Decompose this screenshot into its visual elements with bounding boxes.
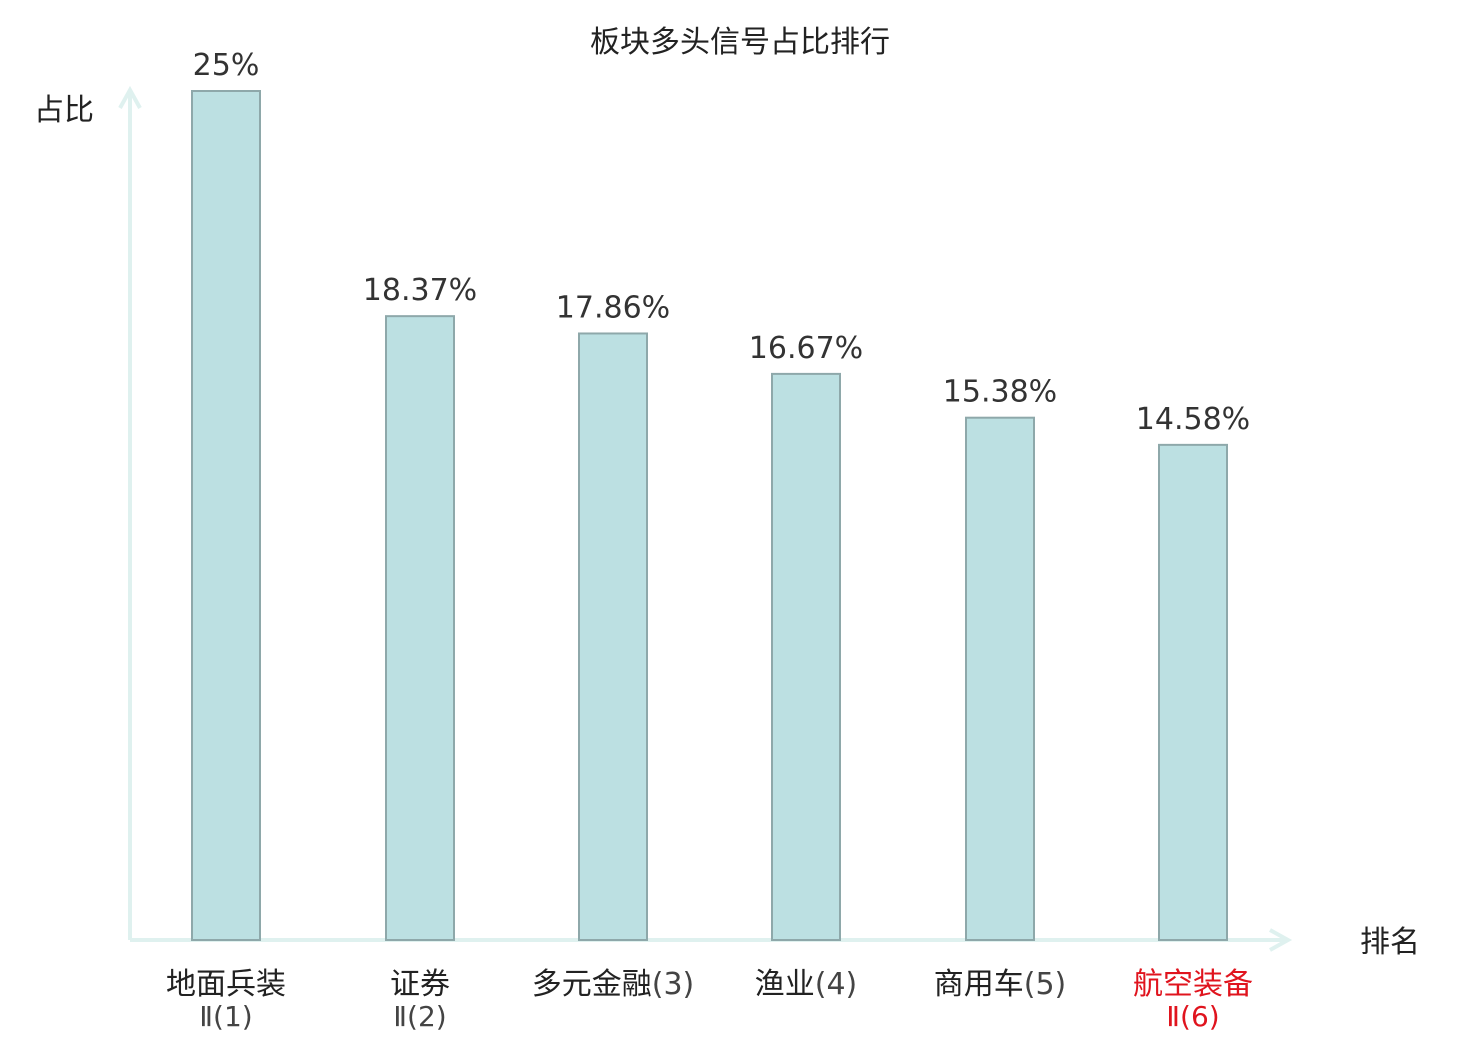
x-axis-arrow-icon: [1269, 928, 1293, 952]
category-rank: (5): [1024, 967, 1067, 1002]
category-label: 多元金融(3): [532, 967, 695, 1002]
axes: [118, 85, 1293, 952]
x-axis-label: 排名: [1360, 925, 1420, 960]
bar-value-label: 17.86%: [556, 290, 670, 325]
category-name: 多元金融: [532, 967, 652, 1002]
category-rank-label: Ⅱ(2): [393, 1000, 446, 1033]
chart-title: 板块多头信号占比排行: [590, 25, 890, 60]
category-name: 渔业: [755, 967, 815, 1002]
category-rank: (4): [815, 967, 858, 1002]
bar: [191, 90, 261, 941]
bar: [1158, 443, 1228, 941]
bar: [578, 332, 648, 941]
category-rank-label: Ⅱ(1): [199, 1000, 252, 1033]
category-label: 地面兵装: [166, 967, 286, 1002]
bar-value-label: 14.58%: [1136, 402, 1250, 437]
bar-value-label: 25%: [193, 48, 260, 83]
bar: [771, 372, 841, 942]
bar: [965, 416, 1035, 941]
bar: [385, 315, 455, 941]
category-label: 渔业(4): [755, 967, 858, 1002]
bar-value-label: 18.37%: [363, 273, 477, 308]
category-label: 商用车(5): [934, 967, 1067, 1002]
y-axis-label: 占比: [34, 93, 94, 128]
y-axis-arrow-icon: [118, 85, 142, 109]
category-label: 航空装备: [1133, 967, 1253, 1002]
category-rank-label: Ⅱ(6): [1166, 1000, 1219, 1033]
bar-value-label: 16.67%: [749, 331, 863, 366]
bars-group: [191, 90, 1228, 942]
category-name: 商用车: [934, 967, 1024, 1002]
category-rank: (3): [652, 967, 695, 1002]
value-labels-group: 25% 18.37% 17.86% 16.67% 15.38% 14.58%: [193, 48, 1251, 437]
category-label: 证券: [390, 967, 450, 1002]
bar-value-label: 15.38%: [943, 375, 1057, 410]
